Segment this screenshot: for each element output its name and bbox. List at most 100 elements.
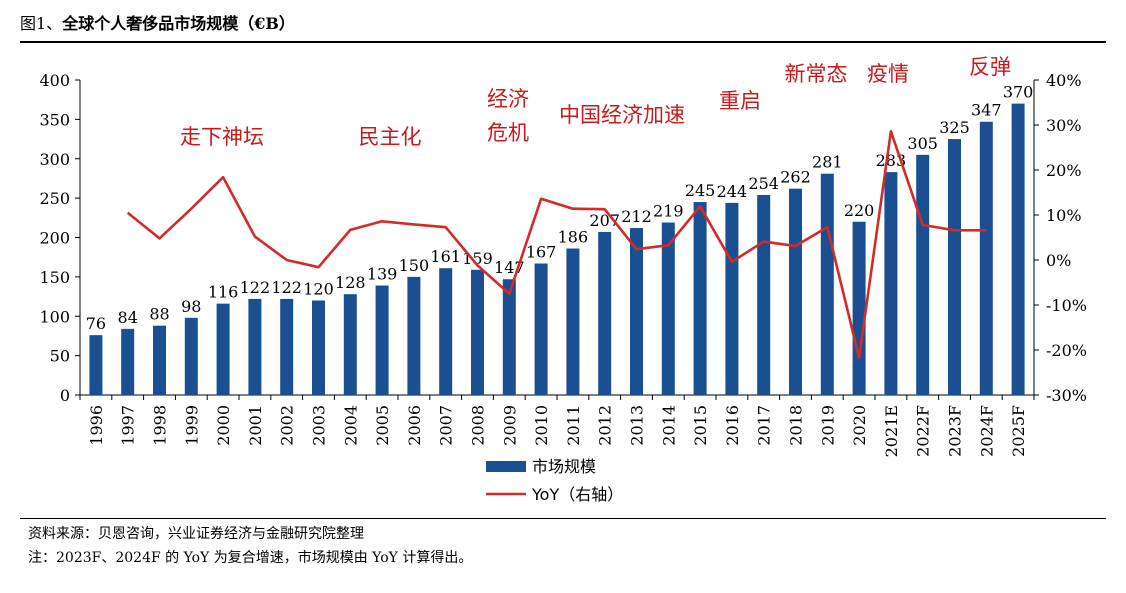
bar-2022F [916,154,930,395]
category-label: 2005 [373,405,392,446]
figure-number: 图1、 [20,14,63,33]
category-label: 2013 [628,405,647,446]
annotation-label: 中国经济加速 [559,103,685,127]
annotation-label: 走下神坛 [180,125,264,149]
bar-value-label: 305 [907,134,938,153]
bar-2004 [343,294,357,395]
category-label: 1996 [87,405,106,446]
bar-value-label: 220 [844,201,875,220]
bar-value-label: 150 [399,256,430,275]
category-label: 2024F [977,405,996,457]
bar-2001 [248,298,262,395]
bar-2008 [471,269,484,395]
right-tick-label: 10% [1046,206,1082,225]
annotation-label: 危机 [487,121,529,145]
footer-rule [20,518,1106,519]
category-label: 2017 [755,405,774,446]
left-tick-label: 400 [39,71,70,90]
category-label: 2012 [596,405,615,446]
left-tick-label: 100 [39,307,70,326]
bar-value-label: 161 [430,247,461,266]
bar-value-label: 245 [685,181,716,200]
right-tick-label: -10% [1046,296,1087,315]
footnote: 注：2023F、2024F 的 YoY 为复合增速，市场规模由 YoY 计算得出… [28,550,473,566]
annotation-label: 重启 [719,89,761,113]
bar-value-label: 139 [367,265,398,284]
right-tick-label: 30% [1046,116,1082,135]
bar-2007 [439,268,453,395]
right-tick-label: 40% [1046,71,1082,90]
bar-2011 [566,248,580,395]
right-tick-label: -30% [1046,386,1087,405]
right-tick-label: 20% [1046,161,1082,180]
left-tick-label: 300 [39,150,70,169]
category-label: 2006 [405,405,424,446]
bar-value-label: 116 [208,283,239,302]
title-rule [20,41,1106,43]
category-label: 2020 [850,405,869,446]
left-tick-label: 50 [50,347,70,366]
category-label: 2003 [310,405,329,446]
bar-2003 [312,300,325,395]
bar-value-label: 84 [118,308,138,327]
annotation-label: 新常态 [785,62,848,86]
left-tick-label: 250 [39,189,70,208]
bar-value-label: 128 [335,273,366,292]
annotation-label: 经济 [487,87,529,111]
bar-2017 [757,194,771,395]
bar-value-label: 212 [621,207,652,226]
category-label: 2008 [469,405,488,446]
bar-2018 [789,188,802,395]
category-label: 2007 [437,405,456,446]
bar-value-label: 167 [526,242,557,261]
bar-1996 [89,335,103,395]
source-note: 资料来源：贝恩咨询，兴业证券经济与金融研究院整理 [28,526,364,542]
bar-2025F [1011,103,1025,395]
category-label: 2002 [278,405,297,446]
category-label: 2000 [214,405,233,446]
bar-value-label: 219 [653,202,684,221]
bar-value-label: 262 [780,168,811,187]
bar-2000 [216,303,230,395]
bar-value-label: 76 [86,314,106,333]
bar-2023F [948,139,961,395]
bar-value-label: 347 [971,101,1002,120]
category-label: 2001 [246,405,265,446]
category-label: 2004 [341,405,360,446]
category-label: 2022F [914,405,933,457]
bar-value-label: 122 [240,278,271,297]
bar-value-label: 325 [939,118,970,137]
category-label: 2025F [1009,405,1028,457]
figure-title-text: 全球个人奢侈品市场规模（€B） [62,14,295,33]
bar-2014 [661,222,675,395]
annotation-label: 反弹 [969,55,1011,79]
bar-2021E [884,172,898,395]
bar-value-label: 207 [589,211,620,230]
bar-2016 [725,202,739,395]
right-tick-label: -20% [1046,341,1087,360]
legend-label-line: YoY（右轴） [531,485,623,504]
category-label: 2018 [787,405,806,446]
bar-value-label: 98 [181,297,201,316]
bar-value-label: 88 [149,305,169,324]
category-label: 1997 [119,405,138,446]
bar-value-label: 244 [717,182,748,201]
bar-2015 [693,202,707,395]
bar-value-label: 254 [748,174,779,193]
category-label: 2016 [723,405,742,446]
bar-1998 [153,325,166,395]
category-label: 2019 [818,405,837,446]
bar-2020 [852,221,866,395]
bar-2012 [598,231,612,395]
bar-value-label: 186 [558,228,589,247]
category-label: 1998 [151,405,170,446]
bar-2009 [502,279,516,395]
bar-value-label: 281 [812,153,843,172]
category-label: 2014 [659,405,678,446]
bar-1999 [184,317,198,395]
category-label: 2015 [691,405,710,446]
category-label: 2023F [946,405,965,457]
bar-2013 [630,228,643,395]
bar-2002 [280,298,294,395]
bar-value-label: 122 [271,278,302,297]
